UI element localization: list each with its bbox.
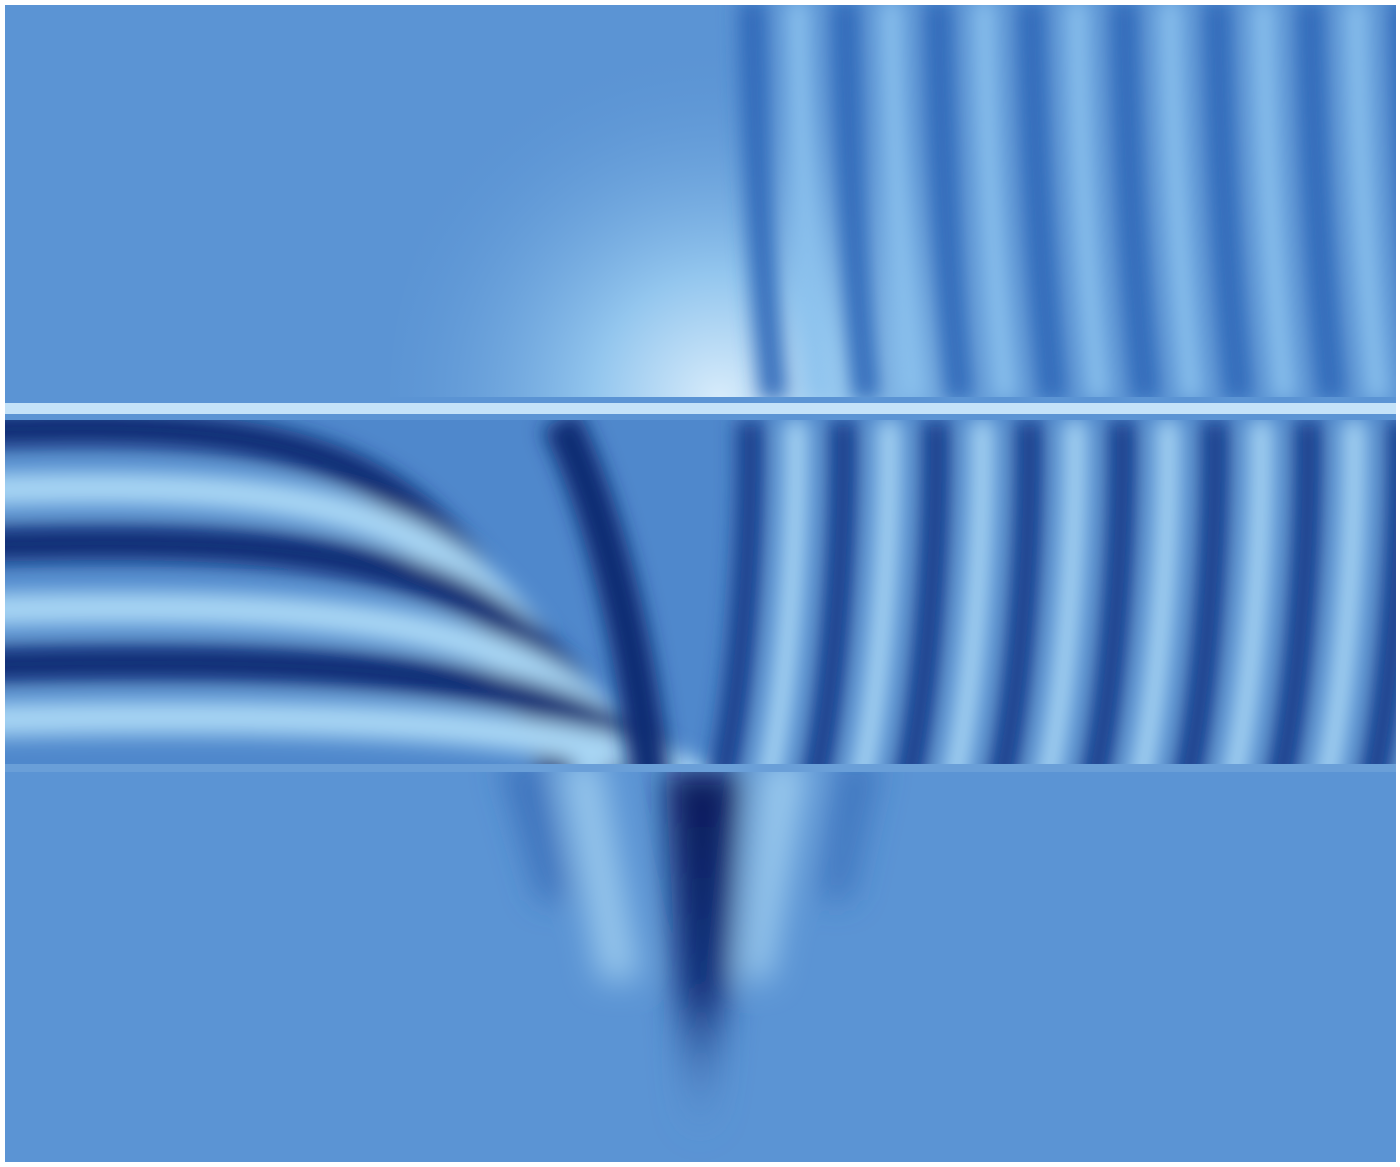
dark-streak [503, 772, 570, 900]
light-stripe [1130, 420, 1181, 766]
upper-region [5, 5, 1396, 397]
dark-stripe [832, 5, 880, 397]
dark-stripe [1176, 420, 1229, 766]
light-stripe [1159, 5, 1203, 397]
dark-stripe [1111, 5, 1159, 397]
light-stripe [1345, 5, 1389, 397]
dark-stripe [990, 420, 1043, 766]
light-stripe [1066, 5, 1110, 397]
upper-stripes [739, 5, 1396, 397]
light-streak [740, 772, 808, 980]
central-streak [665, 772, 740, 1140]
light-stripe [1223, 420, 1274, 766]
dark-stripe [1083, 420, 1136, 766]
light-stripe [973, 5, 1017, 397]
dark-stripe [1204, 5, 1252, 397]
dark-stripe [1297, 5, 1345, 397]
light-stripe [758, 420, 809, 766]
middle-stripes [542, 420, 1396, 766]
light-streak [562, 772, 640, 980]
dark-stripe [739, 5, 787, 397]
interface-line [5, 403, 1396, 414]
light-stripe [1037, 420, 1088, 766]
curved-band [5, 700, 711, 766]
lower-streaks [503, 772, 878, 1140]
light-stripe [1316, 420, 1367, 766]
dark-stripe [1269, 420, 1322, 766]
dark-streak [820, 772, 878, 900]
dark-stripe [542, 420, 669, 766]
dark-stripe [1362, 420, 1396, 766]
light-stripe [880, 5, 924, 397]
middle-curved-bands [5, 420, 711, 766]
dark-stripe [1018, 5, 1066, 397]
dark-stripe [804, 420, 857, 766]
light-stripe [1252, 5, 1296, 397]
dark-stripe [925, 5, 973, 397]
dark-stripe [711, 420, 764, 766]
lower-interface [5, 764, 1396, 774]
light-stripe [851, 420, 902, 766]
middle-region [5, 420, 1396, 766]
dark-stripe [897, 420, 950, 766]
light-stripe [944, 420, 995, 766]
lower-region [5, 772, 1396, 1162]
light-stripe [787, 5, 831, 397]
